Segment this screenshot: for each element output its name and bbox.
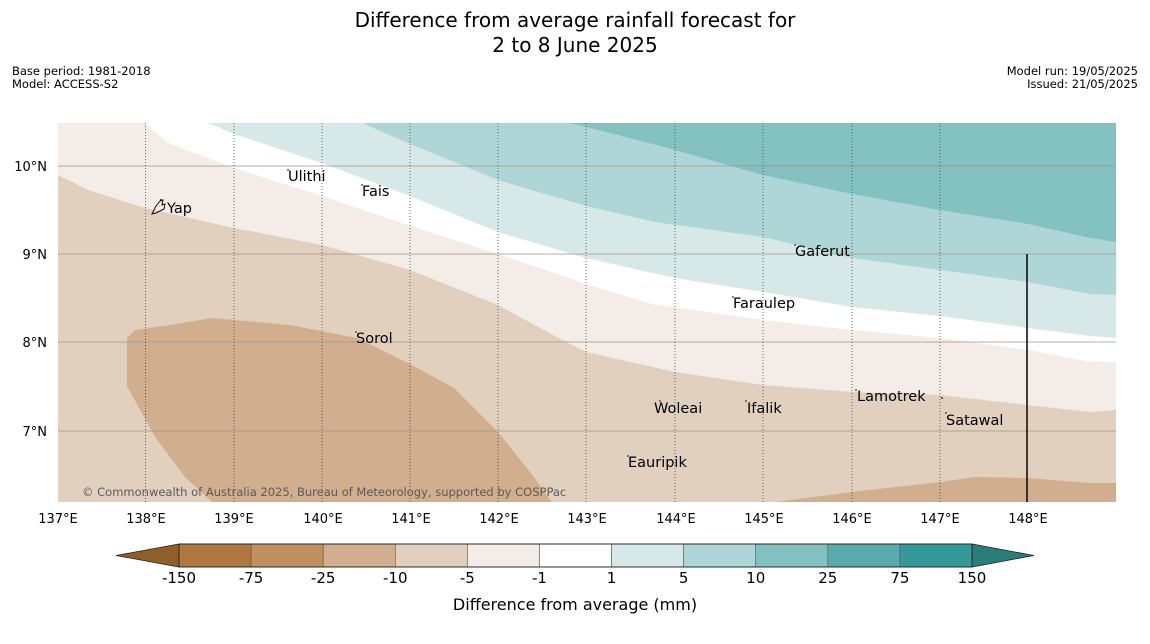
model-text: Model: ACCESS-S2 xyxy=(12,77,119,91)
lon-tick-137: 137°E xyxy=(38,512,78,527)
colorbar-label: 25 xyxy=(818,569,837,587)
place-label-satawal: Satawal xyxy=(946,413,1003,429)
lat-tick-10: 10°N xyxy=(14,160,47,175)
place-label-woleai: Woleai xyxy=(654,401,702,417)
lon-tick-141: 141°E xyxy=(391,512,431,527)
lat-tick-7: 7°N xyxy=(23,425,48,440)
yap-island-outline xyxy=(151,199,166,215)
colorbar-swatch xyxy=(899,543,973,568)
place-label-gaferut: Gaferut xyxy=(795,244,850,260)
colorbar-label: 1 xyxy=(607,569,617,587)
colorbar-extend-high xyxy=(971,543,1035,568)
map-area xyxy=(58,123,1116,502)
colorbar-label: -5 xyxy=(460,569,475,587)
colorbar-swatch xyxy=(539,543,612,568)
lon-tick-148: 148°E xyxy=(1008,512,1048,527)
lon-tick-146: 146°E xyxy=(832,512,872,527)
lon-tick-140: 140°E xyxy=(303,512,343,527)
colorbar-label: -25 xyxy=(311,569,336,587)
lon-tick-147: 147°E xyxy=(920,512,960,527)
place-label-lamotrek: Lamotrek xyxy=(857,389,926,405)
colorbar-frame xyxy=(178,543,973,568)
copyright-text: © Commonwealth of Australia 2025, Bureau… xyxy=(82,485,566,499)
colorbar-swatch xyxy=(827,543,901,568)
island-marks xyxy=(287,169,947,457)
place-label-sorol: Sorol xyxy=(356,331,393,347)
lon-tick-145: 145°E xyxy=(744,512,784,527)
place-label-eauripik: Eauripik xyxy=(628,455,687,471)
lon-tick-142: 142°E xyxy=(479,512,519,527)
colorbar-swatch xyxy=(611,543,684,568)
lat-tick-9: 9°N xyxy=(23,248,48,263)
colorbar-label: -150 xyxy=(162,569,196,587)
colorbar: -150 -75 -25 -10 -5 -1 1 5 10 25 75 150 xyxy=(115,543,1035,587)
title-line-1: Difference from average rainfall forecas… xyxy=(354,8,796,32)
place-label-faraulep: Faraulep xyxy=(733,296,795,312)
colorbar-swatch xyxy=(394,543,468,568)
colorbar-swatch xyxy=(683,543,757,568)
lon-tick-144: 144°E xyxy=(656,512,696,527)
colorbar-label: 150 xyxy=(958,569,987,587)
colorbar-title: Difference from average (mm) xyxy=(453,595,697,614)
colorbar-label: -75 xyxy=(239,569,264,587)
model-run-text: Model run: 19/05/2025 xyxy=(1006,64,1138,78)
lon-tick-139: 139°E xyxy=(214,512,254,527)
colorbar-label: 5 xyxy=(679,569,689,587)
lon-tick-138: 138°E xyxy=(126,512,166,527)
colorbar-extend-low xyxy=(115,543,180,568)
meta-right: Model run: 19/05/2025 Issued: 21/05/2025 xyxy=(1007,65,1138,91)
band-minus25-southeast xyxy=(775,477,1116,502)
place-label-ifalik: Ifalik xyxy=(747,401,782,417)
colorbar-swatch xyxy=(178,543,252,568)
colorbar-label: 10 xyxy=(746,569,765,587)
place-label-yap: Yap xyxy=(166,201,192,217)
colorbar-label: -1 xyxy=(532,569,547,587)
band-10-to-25 xyxy=(570,123,1116,242)
lon-tick-143: 143°E xyxy=(567,512,607,527)
place-label-ulithi: Ulithi xyxy=(288,169,326,185)
gridlines-lon xyxy=(145,123,941,502)
colorbar-label: 75 xyxy=(890,569,909,587)
colorbar-swatch xyxy=(467,543,540,568)
colorbar-swatch xyxy=(322,543,396,568)
colorbar-label: -10 xyxy=(383,569,408,587)
issued-text: Issued: 21/05/2025 xyxy=(1027,77,1138,91)
colorbar-swatch xyxy=(250,543,324,568)
lat-tick-8: 8°N xyxy=(23,336,48,351)
colorbar-swatch xyxy=(755,543,829,568)
yap-dot xyxy=(160,199,162,201)
meta-left: Base period: 1981-2018 Model: ACCESS-S2 xyxy=(12,65,151,91)
place-label-fais: Fais xyxy=(362,184,389,200)
chart-title: Difference from average rainfall forecas… xyxy=(0,8,1150,58)
base-period-text: Base period: 1981-2018 xyxy=(12,64,151,78)
title-line-2: 2 to 8 June 2025 xyxy=(492,33,658,57)
band-minus25-west xyxy=(127,318,552,502)
